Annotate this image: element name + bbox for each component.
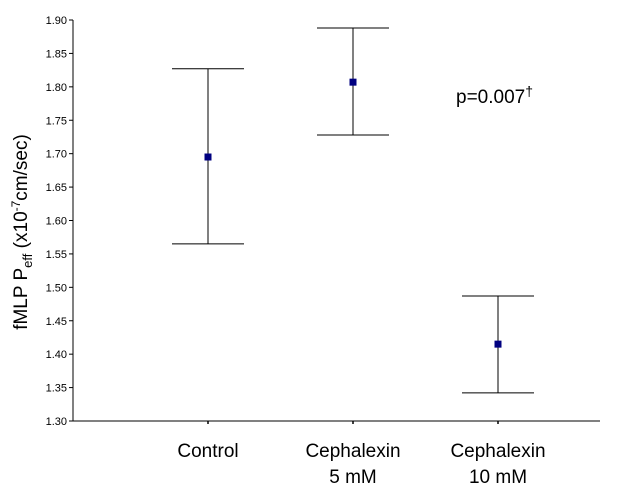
y-axis-label-mid: (x10	[11, 211, 32, 253]
x-tick-label: Cephalexin	[450, 441, 545, 462]
y-tick-label: 1.50	[46, 282, 67, 294]
y-axis-label-end: cm/sec)	[11, 134, 32, 201]
axes	[72, 20, 600, 422]
x-ticks: Control Cephalexin 5 mM Cephalexin 10 mM	[177, 421, 546, 487]
y-ticks: 1.30 1.35 1.40 1.45 1.50 1.55 1.60 1.65 1.70 1.75…	[46, 15, 73, 428]
y-tick-label: 1.35	[46, 383, 67, 395]
y-axis-label-subscript: eff	[20, 253, 35, 268]
y-tick-label: 1.85	[46, 48, 67, 60]
y-tick-label: 1.80	[46, 82, 67, 94]
mean-marker	[349, 78, 357, 86]
y-tick-label: 1.30	[46, 416, 67, 428]
markers	[204, 78, 502, 348]
x-tick-label-line2: 5 mM	[329, 467, 377, 487]
x-tick-label: Control	[177, 441, 238, 462]
mean-marker	[204, 153, 212, 161]
mean-marker	[494, 340, 502, 348]
p-value-annotation: p=0.007†	[456, 83, 533, 108]
y-tick-label: 1.65	[46, 182, 67, 194]
x-tick-label: Cephalexin	[305, 441, 400, 462]
y-axis-label-superscript: -7	[9, 200, 23, 211]
y-tick-label: 1.90	[46, 15, 67, 27]
x-tick-label-line2: 10 mM	[469, 467, 527, 487]
y-tick-label: 1.40	[46, 349, 67, 361]
y-tick-label: 1.70	[46, 149, 67, 161]
p-value-dagger: †	[525, 83, 533, 99]
y-tick-label: 1.55	[46, 249, 67, 261]
y-tick-label: 1.45	[46, 316, 67, 328]
y-tick-label: 1.75	[46, 115, 67, 127]
y-axis-label: fMLP Peff (x10-7cm/sec)	[9, 134, 35, 330]
y-tick-label: 1.60	[46, 216, 67, 228]
